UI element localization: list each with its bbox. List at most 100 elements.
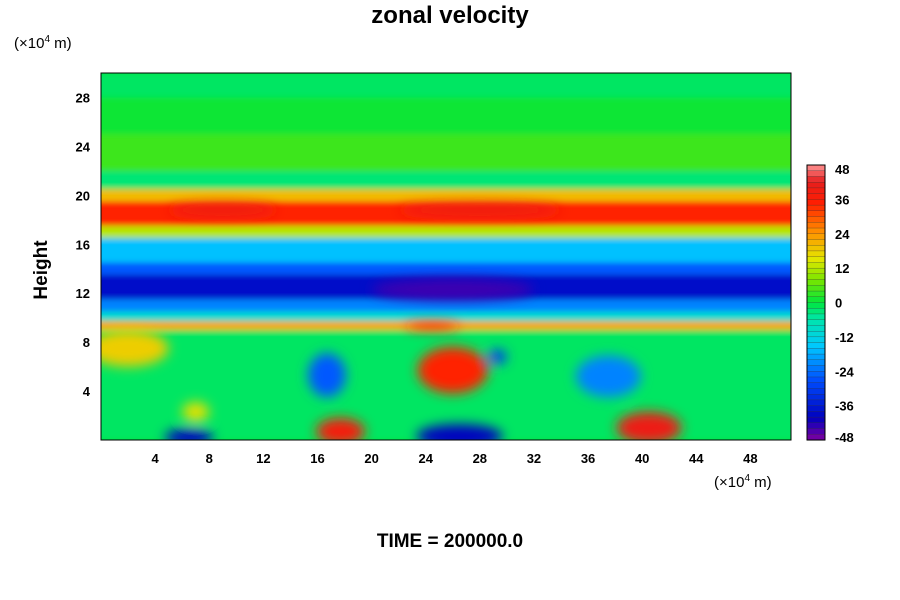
blob-12 (168, 203, 277, 217)
colorbar-segment (806, 210, 826, 218)
colorbar-segment (806, 279, 826, 286)
blob-9 (616, 411, 682, 440)
y-unit-exponent: 4 (44, 34, 51, 45)
colorbar-segment (806, 330, 826, 338)
colorbar-segment (806, 416, 826, 424)
band-8 (101, 262, 791, 275)
colorbar-label: -36 (835, 399, 854, 414)
y-unit-prefix: (×10 (14, 35, 45, 52)
colorbar-segment (806, 348, 826, 355)
band-1 (101, 97, 791, 135)
colorbar-segment (806, 399, 826, 407)
colorbar-segment (806, 233, 826, 241)
colorbar-segment (806, 245, 826, 252)
plot-frame (100, 72, 792, 441)
colorbar-segment (806, 359, 826, 367)
y-axis-unit: (×104 m) (14, 34, 72, 52)
colorbar-segment (806, 262, 826, 269)
colorbar-segment (806, 222, 826, 229)
y-tick-label: 24 (76, 139, 91, 154)
colorbar-label: -12 (835, 330, 854, 345)
colorbar-frame (806, 164, 826, 441)
y-tick-label: 12 (76, 286, 90, 301)
band-2 (101, 134, 791, 171)
heatmap-field (101, 73, 791, 440)
y-tick-label: 20 (76, 188, 90, 203)
blob-4 (316, 417, 365, 440)
colorbar-segment (806, 193, 826, 200)
colorbar-segment (806, 313, 826, 321)
colorbar-segment (806, 434, 826, 441)
colorbar-segment (806, 296, 826, 304)
band-10 (101, 299, 791, 312)
blob-2 (164, 428, 214, 440)
x-tick-label: 40 (635, 451, 649, 466)
colorbar-label: 24 (835, 227, 850, 242)
y-tick-labels: 4 8 12 16 20 24 28 (76, 90, 91, 399)
time-label: TIME = 200000.0 (376, 531, 524, 552)
colorbar-segment (806, 216, 826, 223)
colorbar-label: 36 (835, 192, 849, 207)
colorbar-segment (806, 336, 826, 344)
band-3 (101, 170, 791, 190)
y-tick-label: 16 (76, 237, 90, 252)
colorbar-segment (806, 290, 826, 298)
colorbar-segment (806, 382, 826, 389)
x-unit-suffix: m) (750, 474, 772, 491)
colorbar-segment (806, 308, 826, 315)
colorbar-segment (806, 422, 826, 430)
x-tick-label: 8 (206, 451, 213, 466)
x-tick-label: 20 (364, 451, 378, 466)
colorbar-segment (806, 164, 826, 172)
y-tick-label: 28 (76, 90, 90, 105)
colorbar-label: 12 (835, 261, 849, 276)
colorbar-labels: 48 36 24 12 0 -12 -24 -36 -48 (835, 162, 855, 445)
x-tick-label: 4 (152, 451, 160, 466)
blob-5 (417, 347, 488, 394)
band-4 (101, 189, 791, 202)
colorbar-segment (806, 411, 826, 418)
blob-0 (101, 329, 169, 367)
colorbar-segment (806, 405, 826, 412)
colorbar-label: -24 (835, 364, 855, 379)
blob-6 (487, 349, 507, 365)
colorbar-segment (806, 365, 826, 372)
blob-13 (398, 203, 561, 217)
colorbar-segment (806, 388, 826, 395)
x-tick-label: 28 (473, 451, 487, 466)
colorbar-segment (806, 394, 826, 401)
x-unit-prefix: (×10 (714, 474, 745, 491)
band-7 (101, 238, 791, 263)
colorbar-segment (806, 187, 826, 195)
x-unit-exponent: 4 (744, 473, 751, 484)
x-tick-label: 48 (743, 451, 757, 466)
colorbar-label: 0 (835, 296, 842, 311)
colorbar-segment (806, 250, 826, 258)
blob-3 (308, 353, 346, 398)
y-tick-label: 4 (83, 384, 91, 399)
colorbar-segment (806, 176, 826, 183)
colorbar-segment (806, 170, 826, 178)
colorbar-segment (806, 227, 826, 235)
x-tick-label: 36 (581, 451, 595, 466)
colorbar-segment (806, 428, 826, 435)
band-0 (101, 73, 791, 98)
x-tick-labels: 4 8 12 16 20 24 28 32 36 40 44 48 (152, 451, 758, 466)
colorbar-segment (806, 256, 826, 263)
colorbar-segment (806, 267, 826, 275)
band-6 (101, 225, 791, 239)
colorbar-segment (806, 371, 826, 378)
colorbar-label: -48 (835, 430, 854, 445)
band-11 (101, 311, 791, 322)
colorbar-segment (806, 376, 826, 384)
colorbar-segment (806, 182, 826, 189)
colorbar-segment (806, 285, 826, 292)
x-tick-label: 32 (527, 451, 541, 466)
colorbar-label: 48 (835, 162, 849, 177)
colorbar-segment (806, 342, 826, 349)
x-axis-unit: (×104 m) (714, 473, 772, 491)
colorbar (806, 164, 826, 441)
blob-10 (371, 278, 534, 301)
blob-7 (416, 424, 503, 440)
